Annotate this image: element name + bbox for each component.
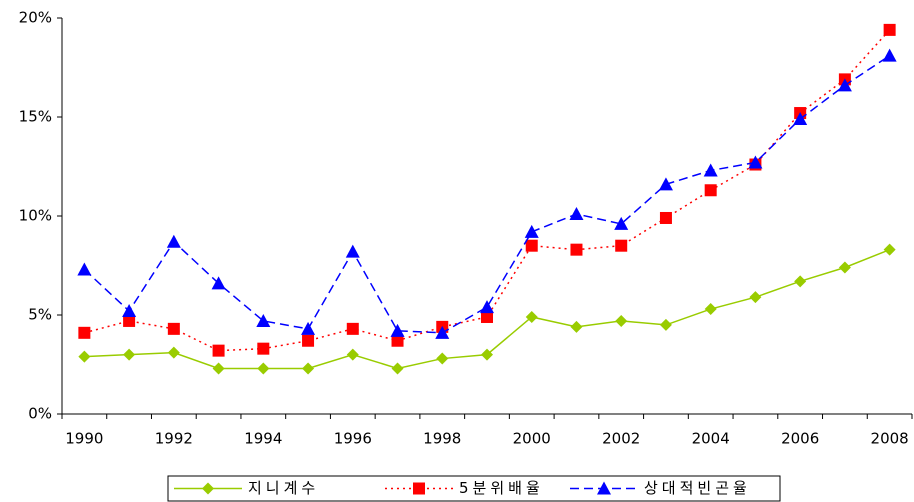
data-point	[77, 262, 92, 276]
legend-box	[167, 475, 781, 502]
data-point	[78, 326, 91, 339]
data-point	[301, 321, 316, 335]
legend-label: 5분위배율	[459, 479, 544, 497]
data-point	[704, 184, 717, 197]
y-tick-label: 15%	[19, 108, 52, 126]
data-point	[346, 322, 359, 335]
data-point	[481, 310, 493, 323]
data-point	[569, 207, 584, 221]
data-point	[166, 234, 181, 248]
legend-marker	[413, 482, 425, 495]
data-point	[436, 352, 449, 365]
data-point	[211, 276, 226, 290]
x-tick-label: 1998	[423, 430, 461, 448]
data-point	[167, 346, 180, 359]
data-point	[658, 177, 673, 191]
data-point	[659, 211, 672, 224]
data-point	[78, 350, 91, 363]
data-point	[391, 334, 404, 347]
data-point	[749, 291, 762, 304]
data-point	[614, 216, 629, 230]
x-tick-label: 1992	[155, 430, 193, 448]
data-point	[212, 362, 225, 375]
data-point	[838, 261, 851, 274]
data-point	[122, 304, 137, 318]
data-point	[302, 334, 315, 347]
data-point	[346, 348, 359, 361]
legend-marker	[202, 482, 214, 495]
legend-label: 지니계수	[248, 479, 319, 497]
y-tick-label: 5%	[28, 306, 52, 324]
data-point	[883, 243, 896, 256]
data-point	[704, 303, 717, 316]
data-point	[435, 325, 450, 339]
data-point	[882, 48, 897, 62]
legend-label: 상대적빈곤율	[644, 479, 751, 497]
data-point	[793, 111, 808, 125]
data-point	[256, 313, 271, 327]
data-point	[525, 310, 538, 323]
data-point	[659, 318, 672, 331]
data-point	[257, 342, 270, 355]
data-point	[302, 362, 315, 375]
y-tick-label: 10%	[19, 207, 52, 225]
data-point	[257, 362, 270, 375]
data-point	[345, 244, 360, 258]
data-point	[123, 348, 136, 361]
data-point	[524, 224, 539, 238]
data-point	[481, 348, 493, 361]
data-point	[390, 323, 405, 337]
x-tick-label: 1994	[244, 430, 282, 448]
data-point	[794, 275, 807, 288]
legend-marker	[597, 481, 611, 495]
y-tick-label: 0%	[28, 405, 52, 423]
x-tick-label: 2004	[692, 430, 730, 448]
data-point	[748, 155, 763, 169]
x-tick-label: 2002	[602, 430, 640, 448]
data-point	[615, 314, 628, 327]
data-point	[391, 362, 404, 375]
data-point	[703, 163, 718, 177]
data-point	[615, 239, 628, 252]
data-point	[525, 239, 538, 252]
data-point	[212, 344, 225, 357]
data-point	[570, 243, 583, 256]
data-point	[570, 320, 583, 333]
data-point	[480, 300, 494, 314]
series-line	[83, 54, 891, 334]
x-tick-label: 2006	[781, 430, 819, 448]
data-point	[837, 78, 852, 92]
x-tick-label: 2008	[871, 430, 909, 448]
data-point	[123, 314, 136, 327]
data-point	[883, 23, 896, 36]
x-tick-label: 1990	[65, 430, 103, 448]
y-tick-label: 20%	[19, 9, 52, 27]
x-tick-label: 1996	[334, 430, 372, 448]
x-tick-label: 2000	[513, 430, 551, 448]
data-point	[167, 322, 180, 335]
